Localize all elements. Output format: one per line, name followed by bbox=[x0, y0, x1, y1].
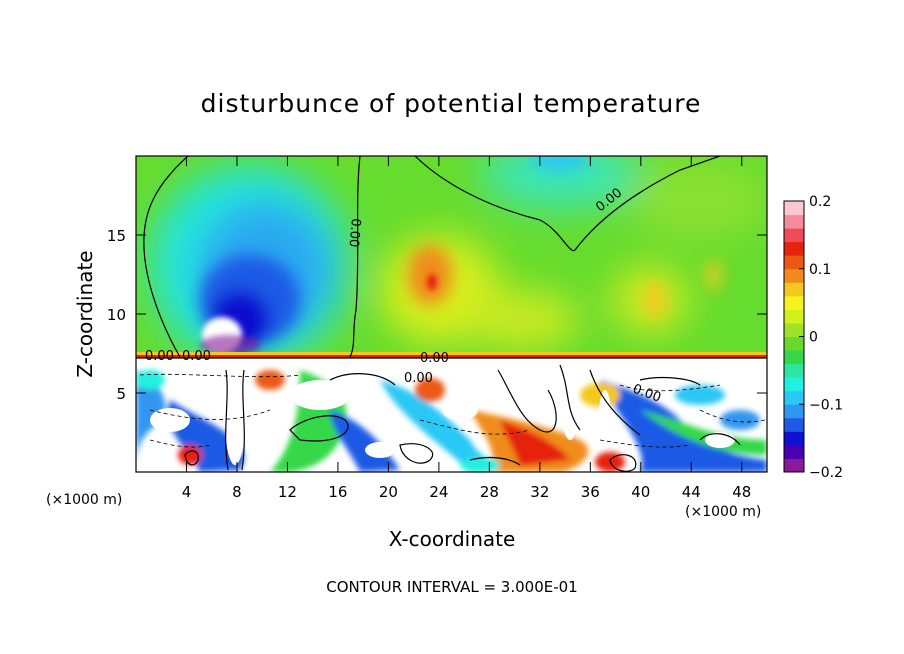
colorbar-segment bbox=[784, 295, 804, 310]
colorbar-segment bbox=[784, 268, 804, 283]
colorbar-segment bbox=[784, 350, 804, 365]
colorbar-segment bbox=[784, 390, 804, 405]
x-axis-label: X-coordinate bbox=[389, 527, 516, 551]
colorbar-segment bbox=[784, 431, 804, 446]
colorbar-segment bbox=[784, 322, 804, 337]
colorbar-segment bbox=[784, 241, 804, 256]
y-tick-label: 10 bbox=[107, 306, 126, 324]
heatmap-field: 0.00 0.00 0.00 0.00 0.00 0.00 0.00 bbox=[136, 156, 767, 472]
x-tick-label: 24 bbox=[429, 483, 448, 501]
x-tick-label: 32 bbox=[530, 483, 549, 501]
colorbar-segment bbox=[784, 377, 804, 392]
contour-label: 0.00 bbox=[420, 351, 449, 366]
colorbar-segment bbox=[784, 363, 804, 378]
colorbar-segment bbox=[784, 214, 804, 229]
colorbar-segment bbox=[784, 282, 804, 297]
x-tick-label: 36 bbox=[581, 483, 600, 501]
contour-label: 0.00 bbox=[345, 218, 362, 248]
colorbar-segment bbox=[784, 404, 804, 419]
y-tick-label: 15 bbox=[107, 227, 126, 245]
colorbar-tick-label: 0.2 bbox=[809, 194, 831, 210]
colorbar-segment bbox=[784, 417, 804, 432]
contour-label: 0.00 bbox=[404, 371, 433, 386]
contour-label: 0.00 bbox=[182, 349, 211, 364]
footer-note: CONTOUR INTERVAL = 3.000E-01 bbox=[326, 578, 577, 596]
x-tick-label: 20 bbox=[379, 483, 398, 501]
contour-label: 0.00 bbox=[145, 349, 174, 364]
x-tick-label: 40 bbox=[631, 483, 650, 501]
colorbar-segment bbox=[784, 255, 804, 270]
colorbar-tick-label: 0 bbox=[809, 330, 818, 346]
colorbar-ticks: 0.2 0.1 0 −0.1 −0.2 bbox=[799, 194, 843, 481]
x-tick-label: 28 bbox=[480, 483, 499, 501]
colorbar-tick-label: 0.1 bbox=[809, 262, 831, 278]
colorbar-tick-label: −0.2 bbox=[809, 465, 843, 481]
colorbar-segment bbox=[784, 228, 804, 243]
colorbar-segment bbox=[784, 309, 804, 324]
colorbar bbox=[784, 201, 804, 473]
y-axis-ticks: 5 10 15 bbox=[107, 227, 767, 403]
colorbar-segment bbox=[784, 458, 804, 473]
y-tick-label: 5 bbox=[116, 385, 126, 403]
x-tick-label: 4 bbox=[182, 483, 192, 501]
x-axis-ticks: 4 8 12 16 20 24 28 32 36 40 44 48 bbox=[182, 156, 751, 501]
x-tick-label: 8 bbox=[232, 483, 242, 501]
chart-title: disturbunce of potential temperature bbox=[201, 89, 702, 118]
x-axis-unit-right: (×1000 m) bbox=[685, 504, 761, 520]
y-axis-label: Z-coordinate bbox=[73, 250, 97, 377]
x-tick-label: 16 bbox=[328, 483, 347, 501]
colorbar-segment bbox=[784, 201, 804, 216]
x-tick-label: 48 bbox=[732, 483, 751, 501]
x-axis-unit-left: (×1000 m) bbox=[46, 492, 122, 508]
colorbar-segment bbox=[784, 336, 804, 351]
colorbar-segment bbox=[784, 444, 804, 459]
colorbar-tick-label: −0.1 bbox=[809, 397, 843, 413]
x-tick-label: 12 bbox=[278, 483, 297, 501]
x-tick-label: 44 bbox=[682, 483, 701, 501]
